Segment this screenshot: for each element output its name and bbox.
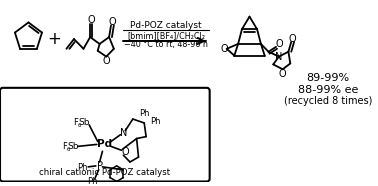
Text: 88-99% ee: 88-99% ee (298, 85, 358, 95)
Text: O: O (108, 17, 116, 28)
Text: [bmim][BF₄]/CH₂Cl₂: [bmim][BF₄]/CH₂Cl₂ (127, 32, 205, 41)
Text: Sb: Sb (67, 142, 79, 151)
Text: 6: 6 (78, 123, 81, 128)
Text: O: O (87, 15, 95, 25)
Text: Pd: Pd (97, 140, 112, 149)
Text: O: O (102, 55, 110, 65)
Text: chiral cationic Pd-POZ catalyst: chiral cationic Pd-POZ catalyst (39, 168, 170, 177)
Text: O: O (121, 147, 129, 157)
Text: N: N (275, 52, 283, 62)
Text: Ph: Ph (139, 109, 149, 118)
Text: O: O (288, 34, 296, 44)
Text: +: + (47, 30, 61, 48)
Text: O: O (275, 39, 283, 49)
Text: 6: 6 (67, 147, 70, 152)
Text: −40 °C to rt, 48-96 h: −40 °C to rt, 48-96 h (124, 40, 208, 49)
Text: P: P (97, 161, 102, 171)
Text: Sb: Sb (79, 118, 90, 127)
Text: 89-99%: 89-99% (307, 73, 350, 83)
Text: (recycled 8 times): (recycled 8 times) (284, 97, 372, 106)
Text: Ph: Ph (150, 116, 161, 126)
Text: Ph: Ph (87, 177, 97, 186)
Text: F: F (62, 142, 67, 151)
Text: O: O (279, 69, 287, 79)
Text: O: O (220, 44, 228, 54)
FancyBboxPatch shape (0, 88, 210, 182)
Text: N: N (120, 128, 127, 138)
Text: Pd-POZ catalyst: Pd-POZ catalyst (130, 21, 202, 30)
Text: F: F (73, 118, 78, 127)
Text: Ph: Ph (77, 163, 88, 172)
